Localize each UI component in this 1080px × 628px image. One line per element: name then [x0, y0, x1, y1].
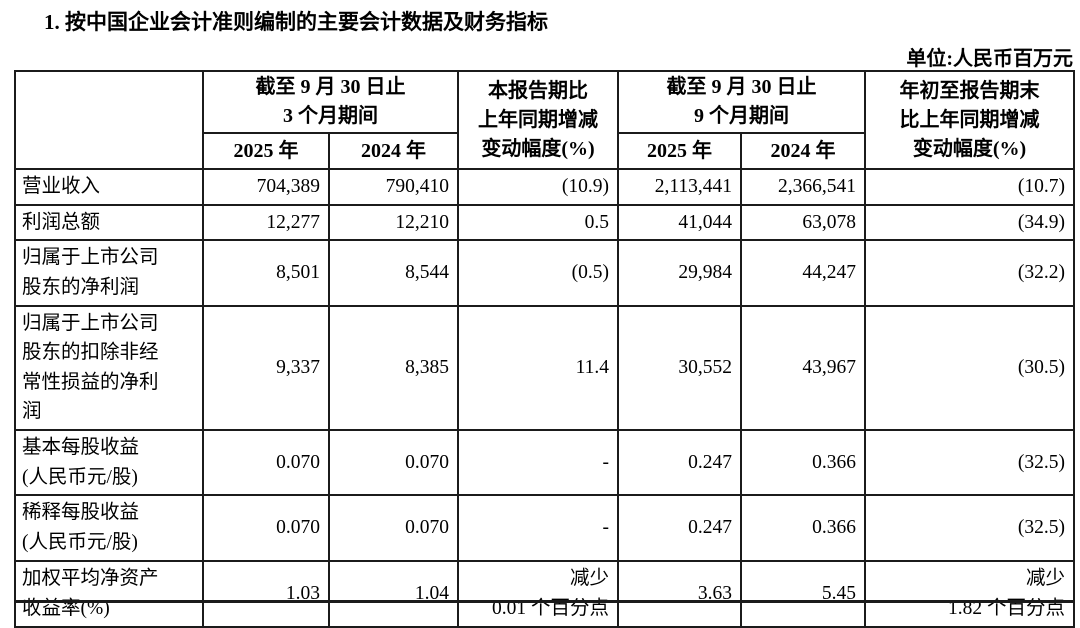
- cell-change-ytd: (32.5): [864, 494, 1075, 562]
- cell-3m-2024: 8,544: [328, 239, 459, 307]
- cell-9m-2024: 0.366: [740, 494, 866, 562]
- cell-9m-2024: 5.45: [740, 559, 866, 628]
- cell-change-qoq: 0.5: [457, 203, 619, 242]
- cell-9m-2024: 44,247: [740, 239, 866, 307]
- row-label: 营业收入: [14, 168, 204, 206]
- cell-change-qoq: (0.5): [457, 239, 619, 307]
- cell-9m-2025: 0.247: [617, 494, 742, 562]
- page-title: 1. 按中国企业会计准则编制的主要会计数据及财务指标: [44, 10, 548, 34]
- cell-change-qoq: 11.4: [457, 304, 619, 431]
- header-change-ytd: 年初至报告期末 比上年同期增减 变动幅度(%): [864, 70, 1075, 170]
- next-section-top-rule: [14, 600, 1073, 603]
- cell-9m-2024: 43,967: [740, 304, 866, 431]
- table-row-diluted-eps: 稀释每股收益 (人民币元/股) 0.070 0.070 - 0.247 0.36…: [14, 494, 1075, 562]
- header-3m-period: 截至 9 月 30 日止 3 个月期间: [202, 70, 459, 134]
- row-label: 归属于上市公司 股东的扣除非经 常性损益的净利 润: [14, 304, 204, 431]
- cell-change-qoq: -: [457, 494, 619, 562]
- cell-3m-2024: 790,410: [328, 168, 459, 206]
- cell-9m-2025: 3.63: [617, 559, 742, 628]
- cell-9m-2025: 30,552: [617, 304, 742, 431]
- table-row-net-profit-excl-nonrecurring: 归属于上市公司 股东的扣除非经 常性损益的净利 润 9,337 8,385 11…: [14, 304, 1075, 431]
- table-row-weighted-avg-roe: 加权平均净资产 收益率(%) 1.03 1.04 减少 0.01 个百分点 3.…: [14, 559, 1075, 628]
- cell-change-ytd: (32.2): [864, 239, 1075, 307]
- header-year-2024-3m: 2024 年: [328, 132, 459, 170]
- cell-3m-2025: 9,337: [202, 304, 330, 431]
- financial-indicators-table: 截至 9 月 30 日止 3 个月期间 本报告期比 上年同期增减 变动幅度(%)…: [14, 70, 1075, 628]
- cell-9m-2025: 2,113,441: [617, 168, 742, 206]
- cell-change-ytd: (32.5): [864, 428, 1075, 497]
- row-label: 归属于上市公司 股东的净利润: [14, 239, 204, 307]
- header-row-groups: 截至 9 月 30 日止 3 个月期间 本报告期比 上年同期增减 变动幅度(%)…: [14, 70, 1075, 170]
- cell-9m-2025: 41,044: [617, 203, 742, 242]
- cell-change-qoq: (10.9): [457, 168, 619, 206]
- cell-change-ytd: (34.9): [864, 203, 1075, 242]
- table-row-net-profit-attributable: 归属于上市公司 股东的净利润 8,501 8,544 (0.5) 29,984 …: [14, 239, 1075, 307]
- cell-9m-2024: 0.366: [740, 428, 866, 497]
- row-label: 利润总额: [14, 203, 204, 242]
- header-year-2025-3m: 2025 年: [202, 132, 330, 170]
- cell-9m-2024: 2,366,541: [740, 168, 866, 206]
- cell-3m-2025: 1.03: [202, 559, 330, 628]
- cell-change-qoq: -: [457, 428, 619, 497]
- table-row-basic-eps: 基本每股收益 (人民币元/股) 0.070 0.070 - 0.247 0.36…: [14, 428, 1075, 497]
- cell-3m-2025: 12,277: [202, 203, 330, 242]
- cell-3m-2024: 0.070: [328, 428, 459, 497]
- cell-9m-2025: 0.247: [617, 428, 742, 497]
- cell-9m-2025: 29,984: [617, 239, 742, 307]
- cell-change-ytd: (30.5): [864, 304, 1075, 431]
- cell-3m-2025: 8,501: [202, 239, 330, 307]
- cell-3m-2024: 12,210: [328, 203, 459, 242]
- cell-3m-2025: 0.070: [202, 494, 330, 562]
- unit-note: 单位:人民币百万元: [906, 48, 1073, 70]
- header-year-2025-9m: 2025 年: [617, 132, 742, 170]
- cell-3m-2025: 0.070: [202, 428, 330, 497]
- row-label: 稀释每股收益 (人民币元/股): [14, 494, 204, 562]
- corner-header-cell: [14, 70, 204, 170]
- cell-change-qoq: 减少 0.01 个百分点: [457, 559, 619, 628]
- row-label: 加权平均净资产 收益率(%): [14, 559, 204, 628]
- header-9m-period: 截至 9 月 30 日止 9 个月期间: [617, 70, 866, 134]
- table-row-total-profit: 利润总额 12,277 12,210 0.5 41,044 63,078 (34…: [14, 203, 1075, 242]
- row-label: 基本每股收益 (人民币元/股): [14, 428, 204, 497]
- cell-3m-2024: 8,385: [328, 304, 459, 431]
- cell-3m-2024: 0.070: [328, 494, 459, 562]
- table-row-operating-revenue: 营业收入 704,389 790,410 (10.9) 2,113,441 2,…: [14, 168, 1075, 206]
- cell-change-ytd: (10.7): [864, 168, 1075, 206]
- cell-change-ytd: 减少 1.82 个百分点: [864, 559, 1075, 628]
- cell-3m-2024: 1.04: [328, 559, 459, 628]
- header-change-qoq: 本报告期比 上年同期增减 变动幅度(%): [457, 70, 619, 170]
- cell-3m-2025: 704,389: [202, 168, 330, 206]
- header-row-years: 2025 年 2024 年 2025 年 2024 年: [15, 132, 1074, 170]
- cell-9m-2024: 63,078: [740, 203, 866, 242]
- header-year-2024-9m: 2024 年: [740, 132, 866, 170]
